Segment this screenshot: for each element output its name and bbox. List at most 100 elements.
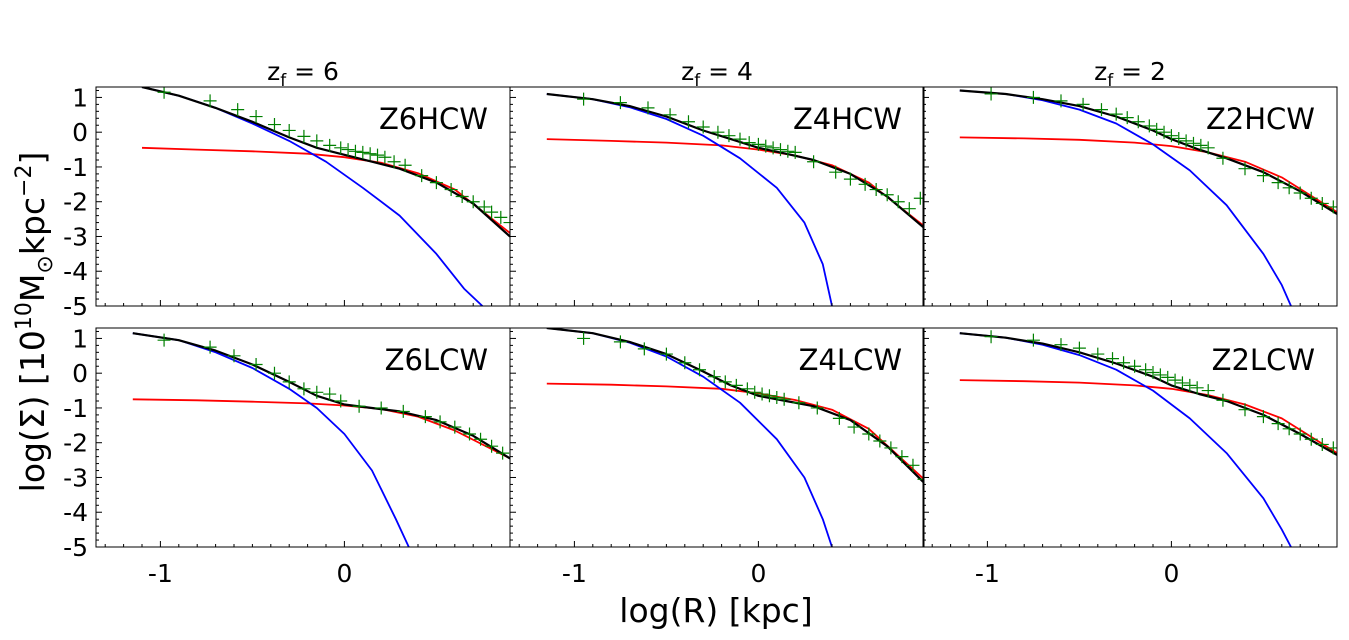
data-point <box>323 387 337 401</box>
data-point <box>352 399 366 413</box>
data-point <box>832 411 846 425</box>
plot-area <box>546 328 924 547</box>
data-point <box>696 120 710 134</box>
data-point <box>1175 376 1189 390</box>
data-point <box>415 169 429 183</box>
data-point <box>1106 352 1120 366</box>
data-point <box>862 427 876 441</box>
data-point <box>843 172 857 186</box>
column-title-1: zf = 6 <box>267 57 339 91</box>
total-curve <box>132 332 510 460</box>
y-tick-label: -3 <box>63 222 88 251</box>
data-point <box>880 188 894 202</box>
data-point <box>1238 403 1252 417</box>
y-tick-label: -4 <box>63 257 88 286</box>
data-point <box>429 176 443 190</box>
y-tick-label: 0 <box>72 118 88 147</box>
data-point <box>1091 347 1105 361</box>
panel-label: Z2LCW <box>1212 343 1315 377</box>
y-tick-label: -4 <box>63 498 88 527</box>
data-point <box>917 472 924 486</box>
y-tick-label: -3 <box>63 463 88 492</box>
data-point <box>463 427 477 441</box>
panel-label: Z4HCW <box>793 102 902 136</box>
y-tick-label: -2 <box>63 429 88 458</box>
data-point <box>707 370 721 384</box>
panel-z6lcw: 1 0 -1 -2 -3 -4 -5 -1 0 Z6LCW <box>63 324 511 588</box>
data-point <box>323 138 337 152</box>
data-point <box>681 115 695 129</box>
data-point <box>1293 186 1307 200</box>
plot-area <box>959 87 1337 306</box>
data-point <box>418 410 432 424</box>
data-point <box>1216 151 1230 165</box>
outer-component-curve <box>132 398 510 460</box>
panel-label: Z4LCW <box>799 343 902 377</box>
data-point <box>374 401 388 415</box>
data-point <box>267 118 281 132</box>
data-point <box>1256 410 1270 424</box>
data-point <box>711 125 725 139</box>
x-tick-label: -1 <box>562 559 587 588</box>
data-point <box>740 382 754 396</box>
data-point <box>1094 103 1108 117</box>
data-point <box>1153 368 1167 382</box>
data-point <box>873 434 887 448</box>
outer-component-curve <box>959 379 1337 454</box>
data-point <box>157 333 171 347</box>
data-point <box>310 385 324 399</box>
data-point <box>398 158 412 172</box>
outer-component-curve <box>546 382 924 480</box>
data-point <box>310 134 324 148</box>
data-point <box>203 94 217 108</box>
data-point <box>762 389 776 403</box>
data-point <box>770 391 784 405</box>
y-tick-label: 1 <box>72 83 88 112</box>
data-point <box>759 139 773 153</box>
data-point <box>477 200 491 214</box>
data-point <box>858 177 872 191</box>
inner-component-curve <box>546 328 833 547</box>
y-tick-label: -5 <box>63 533 88 562</box>
data-point <box>781 144 795 158</box>
data-point <box>249 358 263 371</box>
data-point <box>396 404 410 418</box>
data-point <box>1146 365 1160 379</box>
data-point <box>748 385 762 399</box>
data-point <box>282 123 296 137</box>
data-point <box>913 191 924 205</box>
data-point <box>773 143 787 157</box>
data-point <box>1183 378 1197 392</box>
data-point <box>334 394 348 408</box>
data-point <box>766 141 780 155</box>
data-point <box>1157 125 1171 139</box>
data-point <box>363 147 377 161</box>
data-point <box>485 439 499 453</box>
data-point <box>641 101 655 115</box>
data-point <box>678 356 692 370</box>
data-point <box>1076 97 1090 111</box>
data-point <box>807 155 821 169</box>
outer-component-curve <box>546 138 924 227</box>
plot-area <box>546 92 924 306</box>
data-point <box>1326 441 1337 455</box>
data-point <box>1190 381 1204 395</box>
data-point <box>466 195 480 209</box>
y-axis-label: log(Σ) [1010M⊙kpc−2] <box>12 152 58 493</box>
data-point <box>869 183 883 197</box>
data-point <box>810 401 824 415</box>
data-point <box>577 331 591 345</box>
data-point <box>334 141 348 155</box>
data-point <box>1168 373 1182 387</box>
panel-grid: 1 0 -1 -2 -3 -4 -5 Z6HCW Z4HCW Z2HCW 1 0 -1 -2 -3 -4 -5 -… <box>63 83 1338 588</box>
data-point <box>1271 176 1285 190</box>
data-point <box>297 129 311 143</box>
panel-z4lcw: -1 0 Z4LCW <box>509 327 925 588</box>
x-tick-label: 0 <box>336 559 352 588</box>
data-point <box>693 363 707 377</box>
data-point <box>613 335 627 349</box>
data-point <box>1120 111 1134 125</box>
outer-component-curve <box>141 146 510 234</box>
data-point <box>496 446 510 460</box>
